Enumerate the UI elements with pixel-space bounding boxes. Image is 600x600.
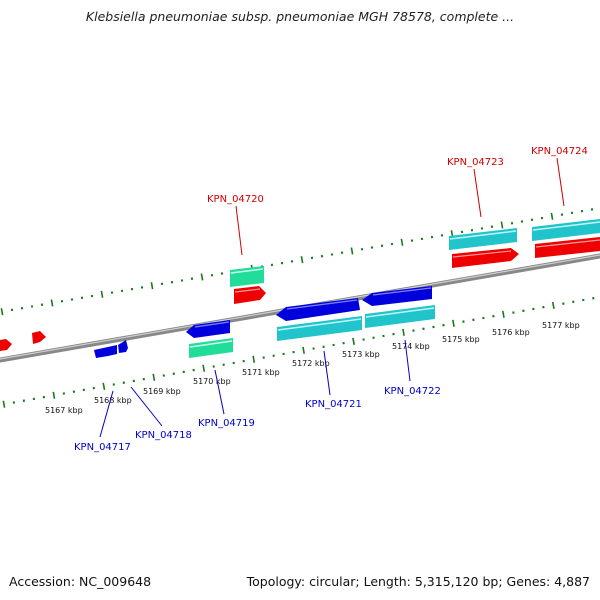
gene-label-kpn-04720[interactable]: KPN_04720 [207, 194, 264, 205]
major-tick [150, 282, 154, 290]
ruler-labels: 5167 kbp 5168 kbp 5169 kbp 5170 kbp 5171… [45, 321, 580, 415]
forward-strand-features [0, 219, 600, 351]
cds-kpn-04720[interactable] [234, 286, 266, 304]
gene-label-kpn-04724[interactable]: KPN_04724 [531, 146, 588, 157]
major-tick [350, 247, 354, 255]
major-tick [50, 299, 54, 307]
ruler-label-5175: 5175 kbp [442, 335, 480, 344]
feature-kpn-04723-cyan[interactable] [449, 228, 517, 250]
major-tick [502, 310, 505, 318]
feature-kpn-04722-cyan[interactable] [365, 305, 435, 328]
cds-kpn-04719-highlight [194, 321, 230, 328]
feature-kpn-04719-green-highlight [189, 340, 233, 348]
gene-labels: KPN_04720 KPN_04723 KPN_04724 KPN_04717 … [74, 146, 588, 453]
ruler-label-5174: 5174 kbp [392, 342, 430, 351]
cds-kpn-04722-highlight [372, 287, 432, 296]
leader-kpn-04718 [130, 386, 163, 427]
cds-kpn-04724-highlight [535, 239, 600, 248]
major-tick [200, 273, 204, 281]
cds-kpn-04721[interactable] [276, 298, 360, 321]
reverse-strand-features [94, 286, 435, 358]
ruler-label-5176: 5176 kbp [492, 328, 530, 337]
leader-kpn-04722 [404, 339, 411, 382]
major-tick [402, 328, 405, 336]
major-tick [452, 319, 455, 327]
feature-kpn-04723-cyan-highlight [449, 230, 517, 240]
ruler-label-5169: 5169 kbp [143, 387, 181, 396]
genome-summary-text: Topology: circular; Length: 5,315,120 bp… [246, 574, 590, 589]
ruler-label-5170: 5170 kbp [193, 377, 231, 386]
major-tick [252, 355, 256, 363]
feature-kpn-04722-cyan-highlight [365, 307, 435, 318]
label-leaders [99, 157, 565, 438]
cds-kpn-04723[interactable] [452, 248, 519, 268]
leader-kpn-04720 [235, 205, 243, 256]
feature-kpn-04724-cyan[interactable] [532, 219, 600, 241]
leader-kpn-04719 [214, 369, 225, 415]
major-tick [202, 364, 206, 372]
major-tick [302, 346, 305, 354]
major-tick [102, 382, 106, 390]
cds-kpn-04718[interactable] [118, 340, 128, 353]
leader-kpn-04717 [99, 390, 114, 438]
cds-kpn-04723-highlight [452, 250, 512, 258]
gene-label-kpn-04723[interactable]: KPN_04723 [447, 157, 504, 168]
major-tick [551, 301, 555, 309]
leader-kpn-04723 [473, 168, 482, 218]
ruler-label-5168: 5168 kbp [94, 396, 132, 405]
gene-label-kpn-04721[interactable]: KPN_04721 [305, 399, 362, 410]
gene-label-kpn-04719[interactable]: KPN_04719 [198, 418, 255, 429]
feature-kpn-04721-cyan-highlight [277, 318, 362, 331]
ruler-label-5177: 5177 kbp [542, 321, 580, 330]
inner-tick-track [2, 296, 595, 408]
major-tick [500, 221, 504, 229]
ruler-label-5167: 5167 kbp [45, 406, 83, 415]
cds-kpn-04717[interactable] [94, 345, 117, 358]
page-title: Klebsiella pneumoniae subsp. pneumoniae … [85, 9, 515, 24]
ruler-label-5171: 5171 kbp [242, 368, 280, 377]
cds-kpn-04720-highlight [234, 288, 261, 293]
ruler-label-5172: 5172 kbp [292, 359, 330, 368]
major-tick [152, 373, 156, 381]
cds-kpn-04721-highlight [286, 299, 358, 310]
major-tick [300, 256, 304, 264]
leader-kpn-04724 [556, 157, 565, 207]
gene-label-kpn-04722[interactable]: KPN_04722 [384, 386, 441, 397]
gene-label-kpn-04717[interactable]: KPN_04717 [74, 442, 131, 453]
major-tick [400, 238, 404, 246]
cds-kpn-04719[interactable] [186, 320, 230, 338]
feature-kpn-04724-cyan-highlight [532, 221, 600, 231]
accession-text: Accession: NC_009648 [9, 574, 152, 589]
cds-partial-left-2[interactable] [32, 331, 46, 344]
cds-kpn-04722[interactable] [362, 286, 432, 306]
feature-kpn-04720-green-highlight [230, 268, 264, 274]
ruler-label-5173: 5173 kbp [342, 350, 380, 359]
major-tick [52, 391, 56, 399]
cds-kpn-04724[interactable] [535, 237, 600, 258]
major-tick [352, 337, 355, 345]
major-tick [100, 290, 104, 298]
leader-kpn-04721 [323, 350, 331, 396]
gene-label-kpn-04718[interactable]: KPN_04718 [135, 430, 192, 441]
feature-kpn-04719-green[interactable] [189, 338, 233, 358]
major-tick [0, 308, 4, 316]
major-tick [550, 212, 554, 220]
cds-partial-left-1[interactable] [0, 339, 12, 351]
feature-kpn-04720-green[interactable] [230, 266, 264, 287]
major-tick [2, 400, 6, 408]
